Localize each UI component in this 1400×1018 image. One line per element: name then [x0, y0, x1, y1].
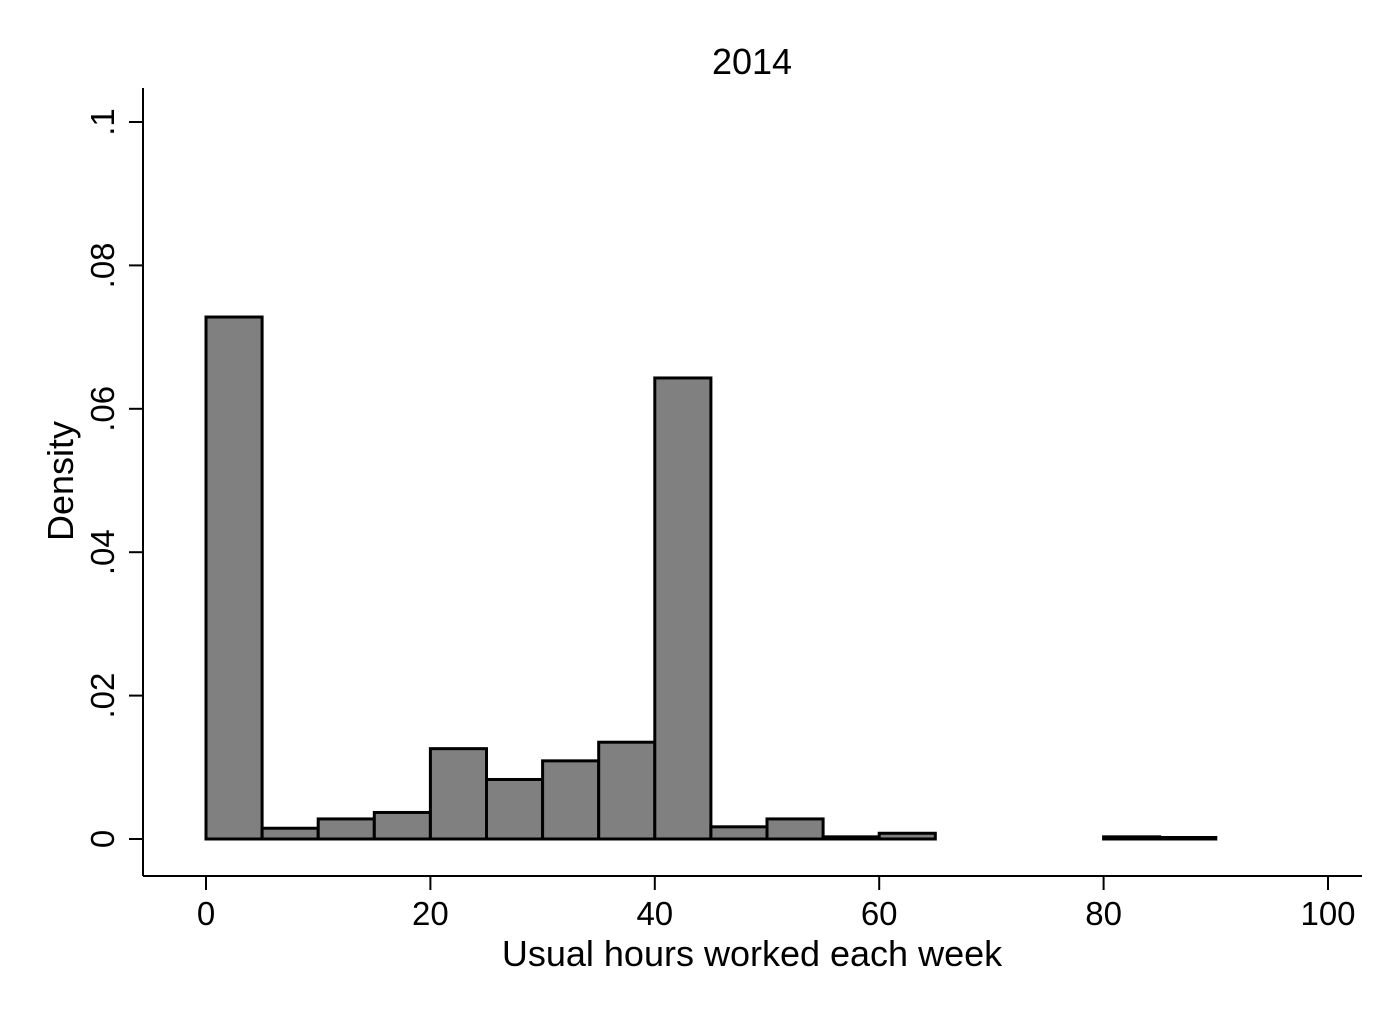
histogram-bar-35-40	[597, 740, 657, 841]
histogram-bar-60-65	[877, 831, 937, 841]
x-tick-label-0: 0	[197, 895, 215, 932]
y-tick-label-.1: .1	[84, 108, 121, 136]
x-tick-label-60: 60	[861, 895, 898, 932]
x-axis-label: Usual hours worked each week	[502, 933, 1003, 974]
y-tick-label-.02: .02	[84, 673, 121, 719]
histogram-bar-40-45	[653, 376, 713, 841]
histogram-bar-80-85	[1102, 835, 1162, 841]
x-tick-label-40: 40	[636, 895, 673, 932]
y-tick-label-.04: .04	[84, 529, 121, 575]
axes-layer	[142, 88, 1362, 877]
x-ticks: 0 20 40 60 80 100	[197, 876, 1356, 932]
y-tick-label-.06: .06	[84, 386, 121, 432]
histogram-bar-45-50	[709, 825, 769, 841]
x-tick-label-80: 80	[1085, 895, 1122, 932]
histogram-bar-10-15	[316, 817, 376, 841]
histogram-bar-20-25	[428, 747, 488, 841]
histogram-bar-25-30	[485, 777, 545, 841]
histogram-bar-85-90	[1158, 836, 1218, 841]
histogram-bar-0-5	[204, 315, 264, 841]
histogram-bar-50-55	[765, 817, 825, 841]
bars-layer	[204, 315, 1218, 841]
x-tick-label-100: 100	[1300, 895, 1355, 932]
histogram-bar-30-35	[541, 759, 601, 841]
y-axis-label: Density	[40, 421, 81, 541]
x-tick-label-20: 20	[412, 895, 449, 932]
y-tick-label-.08: .08	[84, 242, 121, 288]
histogram-bar-5-10	[260, 826, 320, 841]
histogram-bar-15-20	[372, 810, 432, 841]
y-tick-label-0: 0	[84, 830, 121, 848]
histogram-bar-55-60	[821, 835, 881, 841]
y-ticks: 0 .02 .04 .06 .08 .1	[84, 108, 143, 848]
chart-title: 2014	[712, 41, 792, 82]
